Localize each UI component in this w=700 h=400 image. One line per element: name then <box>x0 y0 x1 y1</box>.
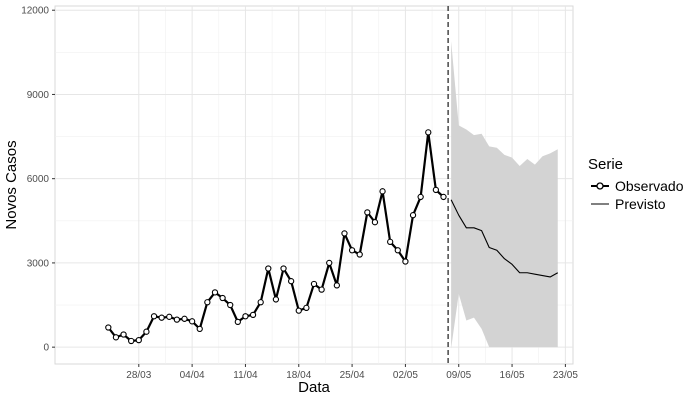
data-point-observado <box>242 313 249 320</box>
data-point-observado <box>196 325 203 333</box>
x-tick-label: 09/05 <box>446 370 471 381</box>
legend: Serie Observado Previsto <box>588 156 684 212</box>
data-point-observado <box>158 314 165 321</box>
data-point-observado <box>181 315 188 322</box>
data-point-observado <box>303 304 310 311</box>
data-point-observado <box>265 265 272 272</box>
legend-item-previsto: Previsto <box>591 196 666 212</box>
y-axis-ticks: 0 3000 6000 9000 12000 <box>21 6 55 354</box>
y-tick-label: 12000 <box>21 6 49 17</box>
data-point-observado <box>409 212 417 219</box>
data-point-observado <box>150 313 158 320</box>
data-point-observado <box>112 334 120 341</box>
y-tick-label: 0 <box>43 343 49 354</box>
data-point-observado <box>166 313 173 320</box>
data-point-observado <box>310 280 318 288</box>
x-axis-ticks: 28/03 04/04 11/04 18/04 25/04 02/05 09/05 16/05… <box>126 364 578 381</box>
data-point-observado <box>211 289 219 296</box>
x-tick-label: 16/05 <box>500 370 525 381</box>
data-point-observado <box>143 328 150 335</box>
y-tick-label: 9000 <box>27 90 50 101</box>
data-point-observado <box>425 129 432 136</box>
data-point-observado <box>387 238 394 246</box>
forecast-interval-layer <box>451 41 558 349</box>
data-point-observado <box>188 318 196 325</box>
y-tick-label: 6000 <box>27 174 50 185</box>
data-point-observado <box>417 193 424 201</box>
x-tick-label: 25/04 <box>340 370 365 381</box>
data-point-observado <box>280 265 287 272</box>
data-point-observado <box>128 337 135 345</box>
data-point-observado <box>257 299 264 306</box>
legend-item-observado: Observado <box>591 178 684 194</box>
data-point-observado <box>295 307 302 314</box>
data-point-observado <box>204 299 211 306</box>
data-point-observado <box>402 258 409 265</box>
data-point-observado <box>105 324 112 331</box>
data-point-observado <box>272 296 280 303</box>
x-tick-label: 28/03 <box>126 370 151 381</box>
data-point-observado <box>219 294 226 302</box>
data-point-observado <box>249 311 257 319</box>
data-point-observado <box>341 230 348 237</box>
data-point-observado <box>364 209 371 216</box>
forecast-interval-band <box>451 41 558 349</box>
x-tick-label: 11/04 <box>233 370 258 381</box>
observed-points-layer <box>105 129 447 345</box>
data-point-observado <box>173 316 181 323</box>
data-point-observado <box>120 331 127 338</box>
data-point-observado <box>287 278 295 285</box>
legend-title: Serie <box>588 156 623 173</box>
data-point-observado <box>326 259 333 267</box>
legend-label-previsto: Previsto <box>615 196 666 212</box>
x-axis-title: Data <box>298 379 330 396</box>
data-point-observado <box>440 193 447 201</box>
data-point-observado <box>432 186 440 194</box>
data-point-observado <box>348 247 356 254</box>
data-point-observado <box>318 286 325 293</box>
legend-label-observado: Observado <box>615 178 684 194</box>
data-point-observado <box>227 301 234 309</box>
data-point-observado <box>356 251 363 258</box>
data-point-observado <box>135 336 142 344</box>
x-tick-label: 04/04 <box>180 370 205 381</box>
data-point-observado <box>234 318 241 326</box>
data-point-observado <box>333 282 341 289</box>
data-point-observado <box>371 219 379 226</box>
x-tick-label: 18/04 <box>286 370 311 381</box>
legend-key-observado-point <box>596 182 604 190</box>
x-tick-label: 02/05 <box>393 370 418 381</box>
y-tick-label: 3000 <box>27 258 50 269</box>
series-line-previsto <box>450 199 559 278</box>
data-point-observado <box>379 188 386 195</box>
y-axis-title: Novos Casos <box>3 140 20 229</box>
x-tick-label: 23/05 <box>553 370 578 381</box>
data-point-observado <box>394 247 401 254</box>
